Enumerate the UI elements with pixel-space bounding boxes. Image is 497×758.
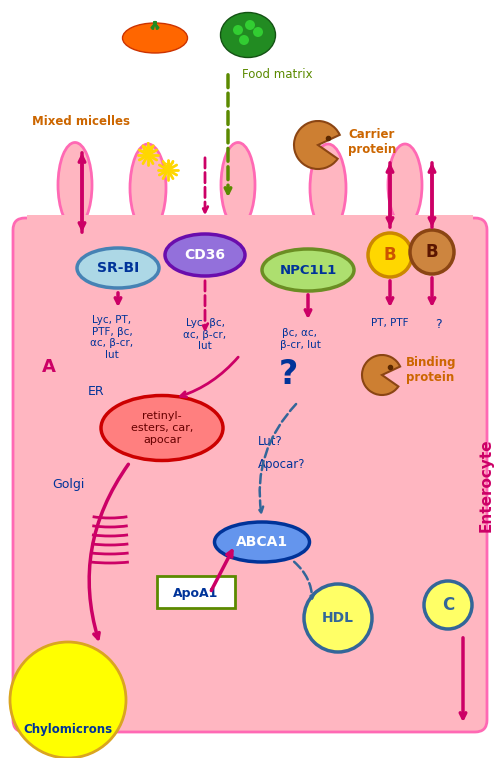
Wedge shape <box>362 355 400 395</box>
Ellipse shape <box>262 249 354 291</box>
Text: βc, αc,
β-cr, lut: βc, αc, β-cr, lut <box>279 328 321 349</box>
Text: Golgi: Golgi <box>52 478 84 491</box>
Text: CD36: CD36 <box>184 248 226 262</box>
Text: NPC1L1: NPC1L1 <box>279 264 336 277</box>
Text: ABCA1: ABCA1 <box>236 535 288 549</box>
Ellipse shape <box>165 234 245 276</box>
Circle shape <box>239 35 249 45</box>
Bar <box>27 225 473 255</box>
Ellipse shape <box>77 248 159 288</box>
Text: Carrier
protein: Carrier protein <box>348 128 396 156</box>
Ellipse shape <box>58 143 92 227</box>
Text: Chylomicrons: Chylomicrons <box>23 723 112 737</box>
Ellipse shape <box>122 23 187 53</box>
Text: Lut?: Lut? <box>258 435 283 448</box>
Text: *: * <box>141 141 155 169</box>
Text: A: A <box>42 358 56 376</box>
Text: PT, PTF: PT, PTF <box>371 318 409 328</box>
Text: Enterocyte: Enterocyte <box>479 438 494 532</box>
Circle shape <box>368 233 412 277</box>
Text: B: B <box>426 243 438 261</box>
Ellipse shape <box>130 144 166 232</box>
Text: ?: ? <box>278 359 298 391</box>
Text: *: * <box>162 160 174 180</box>
Bar <box>27 215 473 240</box>
Ellipse shape <box>388 144 422 226</box>
Text: ER: ER <box>88 385 105 398</box>
FancyBboxPatch shape <box>13 218 487 732</box>
Text: Binding
protein: Binding protein <box>406 356 457 384</box>
Circle shape <box>253 27 263 37</box>
Circle shape <box>245 20 255 30</box>
Text: Apocar?: Apocar? <box>258 458 306 471</box>
Circle shape <box>304 584 372 652</box>
Circle shape <box>424 581 472 629</box>
Text: Lyc, PT,
PTF, βc,
αc, β-cr,
lut: Lyc, PT, PTF, βc, αc, β-cr, lut <box>90 315 134 360</box>
Ellipse shape <box>101 396 223 461</box>
Text: HDL: HDL <box>322 611 354 625</box>
Text: Lyc, βc,
αc, β-cr,
lut: Lyc, βc, αc, β-cr, lut <box>183 318 227 351</box>
Ellipse shape <box>221 143 255 227</box>
Text: ApoA1: ApoA1 <box>173 587 219 600</box>
Text: retinyl-
esters, car,
apocar: retinyl- esters, car, apocar <box>131 412 193 445</box>
Ellipse shape <box>215 522 310 562</box>
Text: Food matrix: Food matrix <box>242 68 313 81</box>
Circle shape <box>233 25 243 35</box>
Text: Mixed micelles: Mixed micelles <box>32 115 130 128</box>
Text: C: C <box>442 596 454 614</box>
Circle shape <box>410 230 454 274</box>
Circle shape <box>10 642 126 758</box>
Text: ?: ? <box>435 318 441 331</box>
Ellipse shape <box>221 12 275 58</box>
Text: SR-BI: SR-BI <box>97 261 139 275</box>
Wedge shape <box>294 121 340 169</box>
FancyBboxPatch shape <box>157 576 235 608</box>
Text: B: B <box>384 246 396 264</box>
Ellipse shape <box>310 144 346 232</box>
